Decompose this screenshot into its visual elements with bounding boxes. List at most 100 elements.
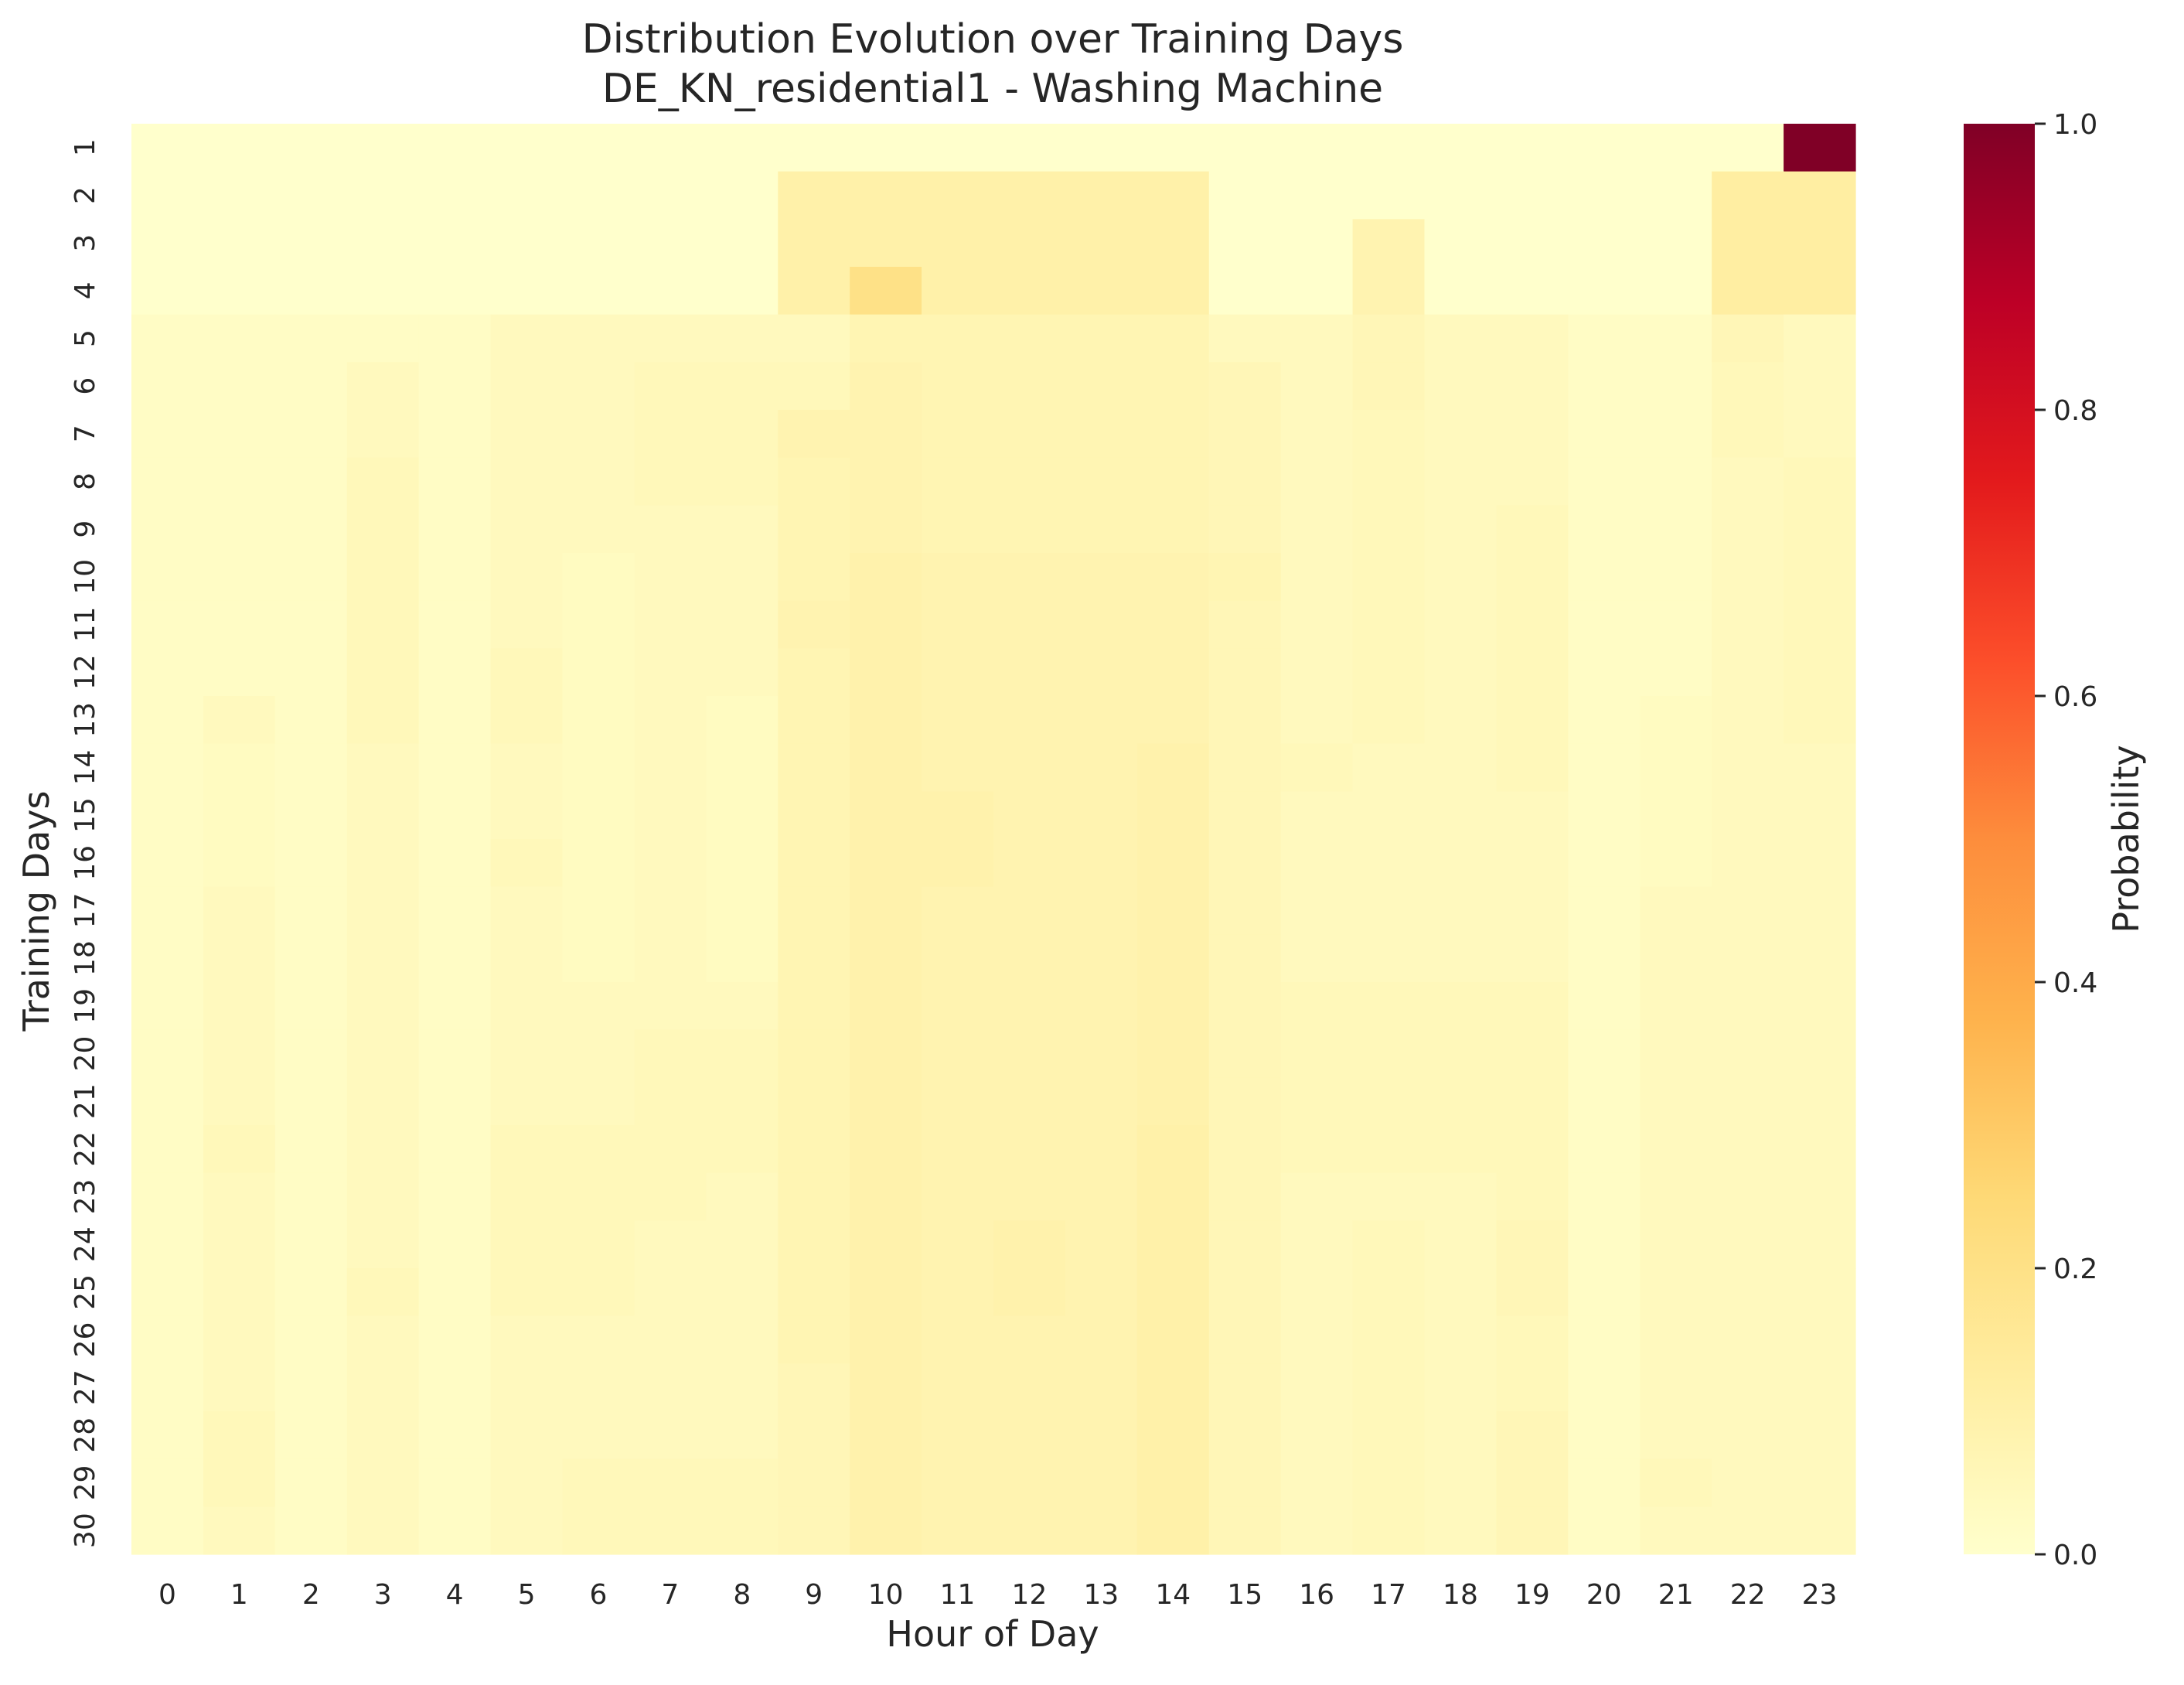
heatmap-cell [1208, 696, 1282, 745]
heatmap-cell [922, 1220, 994, 1269]
heatmap-cell [1136, 1268, 1210, 1317]
heatmap-cell [1280, 600, 1354, 649]
heatmap-cell [1568, 1411, 1641, 1460]
x-tick-label: 4 [446, 1579, 464, 1611]
heatmap-cell [922, 1458, 994, 1507]
heatmap-cell [706, 1077, 779, 1126]
heatmap-cell [1496, 410, 1569, 459]
heatmap-cell [634, 600, 707, 649]
heatmap-cell [131, 314, 204, 363]
heatmap-cell [131, 791, 204, 840]
heatmap-cell [1065, 505, 1138, 554]
heatmap-cell [993, 505, 1066, 554]
heatmap-cell [850, 171, 922, 220]
x-tick-label: 13 [1083, 1579, 1119, 1611]
heatmap-cell [274, 791, 348, 840]
heatmap-cell [922, 1315, 994, 1364]
heatmap-cell [418, 314, 492, 363]
heatmap-cell [850, 1077, 922, 1126]
heatmap-cell [562, 696, 635, 745]
heatmap-cell [1424, 362, 1497, 411]
y-tick-label: 17 [70, 893, 101, 929]
heatmap-cell [418, 410, 492, 459]
heatmap-cell [1496, 1125, 1569, 1174]
heatmap-cell [706, 314, 779, 363]
heatmap-cell [418, 553, 492, 602]
heatmap-cell [993, 1458, 1066, 1507]
heatmap-cell [1136, 505, 1210, 554]
heatmap-cell [1352, 410, 1426, 459]
heatmap-cell [418, 696, 492, 745]
heatmap-cell [1352, 1458, 1426, 1507]
heatmap-cell [1136, 171, 1210, 220]
heatmap-cell [131, 267, 204, 316]
heatmap-cell [346, 934, 420, 983]
heatmap-cell [634, 124, 707, 172]
heatmap-cell [1640, 1506, 1712, 1555]
heatmap-cell [1640, 600, 1712, 649]
heatmap-cell [1496, 505, 1569, 554]
heatmap-cell [1136, 791, 1210, 840]
heatmap-cell [1136, 314, 1210, 363]
y-tick-labels: 1234567891011121314151617181920212223242… [70, 138, 101, 1548]
heatmap-cell [850, 743, 922, 792]
heatmap-cell [993, 1506, 1066, 1555]
chart-title: Distribution Evolution over Training Day… [582, 16, 1404, 63]
heatmap-cell [1280, 1506, 1354, 1555]
heatmap-cell [1352, 314, 1426, 363]
heatmap-cell [1280, 1172, 1354, 1221]
heatmap-cell [1065, 696, 1138, 745]
y-tick-label: 1 [70, 138, 101, 156]
heatmap-cell [850, 600, 922, 649]
heatmap-cell [922, 505, 994, 554]
heatmap-cell [1065, 839, 1138, 888]
heatmap-cell [203, 457, 276, 506]
heatmap-cell [778, 314, 850, 363]
heatmap-cell [1640, 410, 1712, 459]
y-tick-label: 29 [70, 1465, 101, 1501]
heatmap-cell [634, 1172, 707, 1221]
heatmap-cell [1280, 124, 1354, 172]
heatmap-cell [1784, 1029, 1856, 1078]
heatmap-cell [922, 648, 994, 697]
heatmap-cell [850, 1458, 922, 1507]
heatmap-cell [993, 1077, 1066, 1126]
heatmap-cell [1712, 1077, 1784, 1126]
heatmap-cell [922, 600, 994, 649]
heatmap-cell [346, 124, 420, 172]
heatmap-cell [1136, 600, 1210, 649]
heatmap-cell [1136, 696, 1210, 745]
heatmap-cell [850, 1220, 922, 1269]
heatmap-cell [1424, 219, 1497, 268]
heatmap-cell [1352, 600, 1426, 649]
heatmap-cell [274, 219, 348, 268]
heatmap-cell [1496, 1029, 1569, 1078]
heatmap-cell [274, 696, 348, 745]
heatmap-cell [346, 600, 420, 649]
heatmap-cell [131, 1458, 204, 1507]
heatmap-cell [922, 1077, 994, 1126]
heatmap-cell [1640, 791, 1712, 840]
x-tick-label: 23 [1802, 1579, 1838, 1611]
colorbar-tick-label: 1.0 [2053, 109, 2097, 141]
heatmap-cell [1424, 600, 1497, 649]
heatmap-cell [274, 839, 348, 888]
heatmap-cell [131, 1268, 204, 1317]
heatmap-cell [203, 1411, 276, 1460]
heatmap-cell [634, 648, 707, 697]
heatmap-cell [850, 648, 922, 697]
heatmap-cell [1568, 1315, 1641, 1364]
heatmap-cell [1640, 1363, 1712, 1412]
heatmap-cell [634, 839, 707, 888]
heatmap-cell [778, 934, 850, 983]
y-tick-label: 22 [70, 1131, 101, 1167]
colorbar-tick-label: 0.2 [2053, 1254, 2097, 1285]
heatmap-cell [850, 314, 922, 363]
heatmap-cell [1568, 362, 1641, 411]
heatmap-cell [562, 791, 635, 840]
heatmap-cell [1568, 553, 1641, 602]
heatmap-cell [1496, 362, 1569, 411]
heatmap-cell [131, 1411, 204, 1460]
heatmap-cell [1712, 934, 1784, 983]
heatmap-cell [1640, 1220, 1712, 1269]
